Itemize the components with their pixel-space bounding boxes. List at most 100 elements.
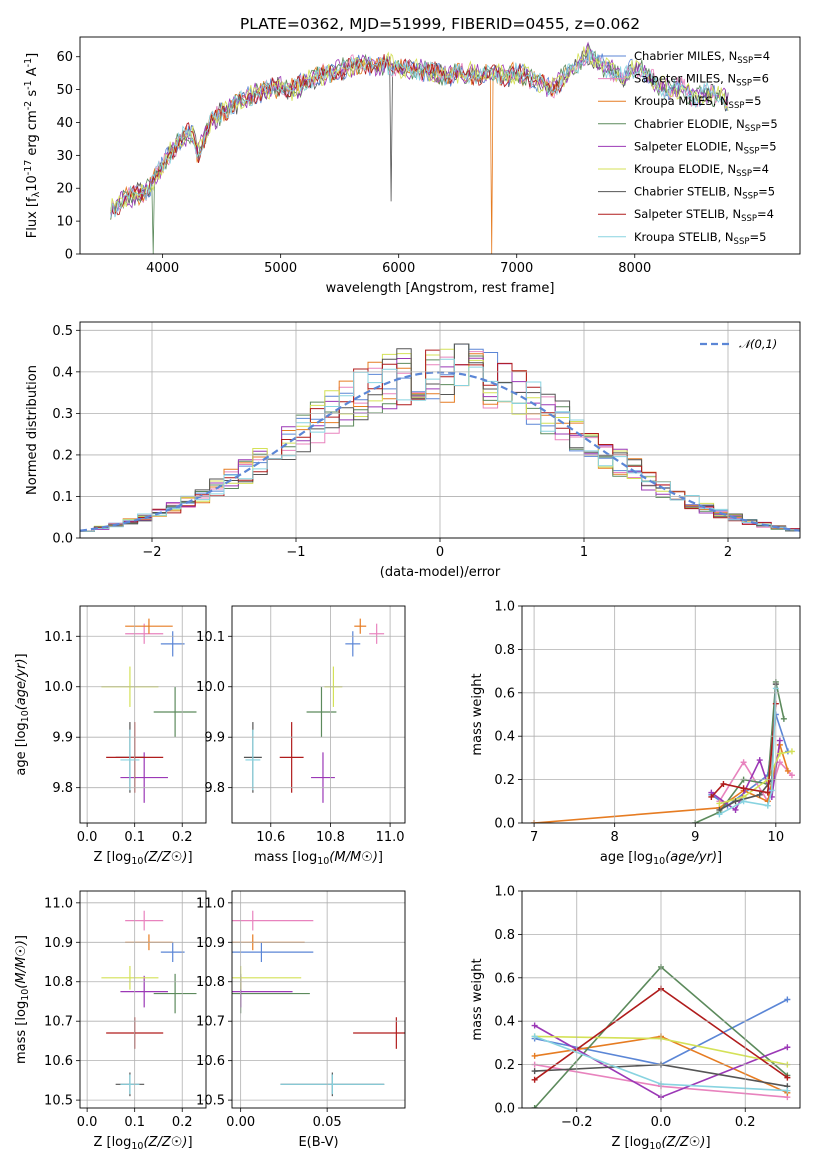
label-part: λ: [31, 191, 42, 197]
label-part: -2: [23, 101, 34, 110]
legend-name: Chabrier ELODIE, N: [634, 117, 745, 131]
weight-point-marker: [784, 1074, 791, 1081]
mass-vs-ebv-panel: 0.00 0.05 10.5 10.6 10.7 10.8 10.9 11.0 E(B-V): [196, 890, 406, 1150]
y-axis-label: Flux [fλ10-17 erg cm-2 s-1 A-1]: [23, 53, 42, 238]
x-tick-label: 8: [611, 830, 619, 845]
y-tick-label: 20: [56, 182, 73, 197]
y-tick-label: 10: [56, 215, 73, 230]
label-part: mass [: [254, 850, 297, 865]
label-part: log: [630, 1135, 650, 1150]
mass-vs-z-frame: [79, 890, 207, 1109]
label-part: (Z/Z☉): [661, 1135, 705, 1150]
weight-point-marker: [720, 780, 727, 787]
weight-vs-age-plot-area: [531, 678, 795, 823]
y-tick-label: 10.5: [44, 1094, 73, 1109]
legend-entry: Kroupa MILES, NSSP=5: [634, 94, 761, 111]
x-axis-label: (data-model)/error: [380, 565, 501, 580]
weight-point-marker: [531, 1076, 538, 1083]
legend-name: Chabrier MILES, N: [634, 49, 737, 63]
y-tick-label: 0.2: [52, 448, 73, 463]
legend-count: =5: [744, 94, 761, 108]
y-tick-label: 50: [56, 83, 73, 98]
x-tick-label: 7000: [500, 261, 533, 276]
y-axis-label: mass weight: [470, 673, 485, 755]
y-tick-label: 10.6: [44, 1054, 73, 1069]
y-tick-label: 0.2: [494, 773, 515, 788]
weight-point-marker: [531, 1033, 538, 1040]
y-axis-label: mass [log10(M/M☉)]: [14, 935, 31, 1064]
legend-entry: Salpeter MILES, NSSP=6: [634, 72, 769, 89]
y-tick-label: 10.5: [196, 1094, 225, 1109]
weight-point-marker: [531, 1105, 538, 1108]
legend-entry: Chabrier MILES, NSSP=4: [634, 49, 770, 66]
x-axis-label: E(B-V): [298, 1135, 338, 1150]
y-axis-label: age [log10(age/yr)]: [14, 653, 31, 775]
spectrum-series-line: [110, 49, 729, 218]
y-tick-label: 10.7: [196, 1015, 225, 1030]
weight-point-marker: [784, 1044, 791, 1051]
label-part: log: [14, 722, 29, 742]
y-tick-label: 40: [56, 116, 73, 131]
weight-point-marker: [776, 759, 783, 766]
age-vs-mass-panel: 10.6 10.8 11.0 9.8 9.9 10.0 10.1 mass [log10(M/…: [196, 605, 406, 867]
weight-point-marker: [740, 785, 747, 792]
y-tick-label: 11.0: [196, 896, 225, 911]
x-tick-label: −0.2: [561, 1115, 593, 1130]
label-part: mass weight: [470, 673, 485, 755]
label-part: ]: [25, 53, 40, 58]
weight-point-marker: [788, 748, 795, 755]
legend-count: =4: [752, 162, 769, 176]
weight-point-marker: [764, 802, 771, 809]
x-tick-label: 0.2: [735, 1115, 756, 1130]
weight-point-marker: [788, 772, 795, 779]
legend-count: =4: [753, 49, 770, 63]
legend-entry: Kroupa ELODIE, NSSP=4: [634, 162, 769, 179]
label-part: (M/M☉): [329, 850, 378, 865]
x-axis-label: age [log10(age/yr)]: [600, 850, 722, 867]
legend-entry: Chabrier ELODIE, NSSP=5: [634, 117, 778, 134]
legend-name: Salpeter STELIB, N: [634, 207, 741, 221]
y-tick-label: 10.0: [196, 680, 225, 695]
weight-point-marker: [716, 811, 723, 818]
x-tick-label: 2: [724, 545, 732, 560]
y-tick-label: 0.0: [52, 532, 73, 547]
label-part: age [: [600, 850, 633, 865]
legend-name: Kroupa STELIB, N: [634, 230, 734, 244]
y-tick-label: 0.2: [494, 1058, 515, 1073]
chart-title: PLATE=0362, MJD=51999, FIBERID=0455, z=0…: [240, 15, 640, 33]
label-part: 10: [20, 989, 31, 1001]
legend-name: Salpeter ELODIE, N: [634, 139, 744, 153]
mass-vs-z-panel: 0.0 0.1 0.210.510.610.710.810.911.0Z [log1…: [14, 890, 207, 1152]
x-axis-label: mass [log10(M/M☉)]: [254, 850, 383, 867]
label-part: mass weight: [470, 958, 485, 1040]
legend-name: Salpeter MILES, N: [634, 72, 736, 86]
y-tick-label: 10.8: [44, 975, 73, 990]
x-tick-label: 0.1: [124, 830, 145, 845]
x-axis-label: Z [log10(Z/Z☉)]: [93, 850, 192, 867]
y-tick-label: 10.1: [44, 630, 73, 645]
residuals-panel: −2 −1 0 1 2 0.0 0.1 0.2 0.3 0.4 0.5 (data-model)/er…: [25, 321, 801, 580]
label-part: ]: [14, 935, 29, 940]
weight-point-marker: [732, 798, 739, 805]
legend-count: =5: [758, 185, 775, 199]
x-tick-label: 0.0: [77, 1115, 98, 1130]
label-part: (age/yr): [14, 658, 29, 710]
legend-sub: SSP: [736, 169, 752, 179]
legend-sub: SSP: [736, 79, 752, 89]
y-tick-label: 10.0: [44, 680, 73, 695]
label-part: 10: [131, 856, 143, 867]
legend-sub: SSP: [734, 237, 750, 247]
legend-entry: Chabrier STELIB, NSSP=5: [634, 185, 775, 202]
x-tick-label: 6000: [382, 261, 415, 276]
y-tick-label: 10.9: [196, 936, 225, 951]
label-part: log: [14, 1001, 29, 1021]
spectrum-series-line: [110, 54, 565, 216]
age-vs-mass-plot-area: [243, 618, 385, 803]
y-tick-label: 10.9: [44, 936, 73, 951]
weight-point-marker: [740, 759, 747, 766]
y-tick-label: 0.3: [52, 407, 73, 422]
label-part: (Z/Z☉): [143, 1135, 187, 1150]
weight-point-marker: [768, 787, 775, 794]
x-tick-label: 5000: [264, 261, 297, 276]
